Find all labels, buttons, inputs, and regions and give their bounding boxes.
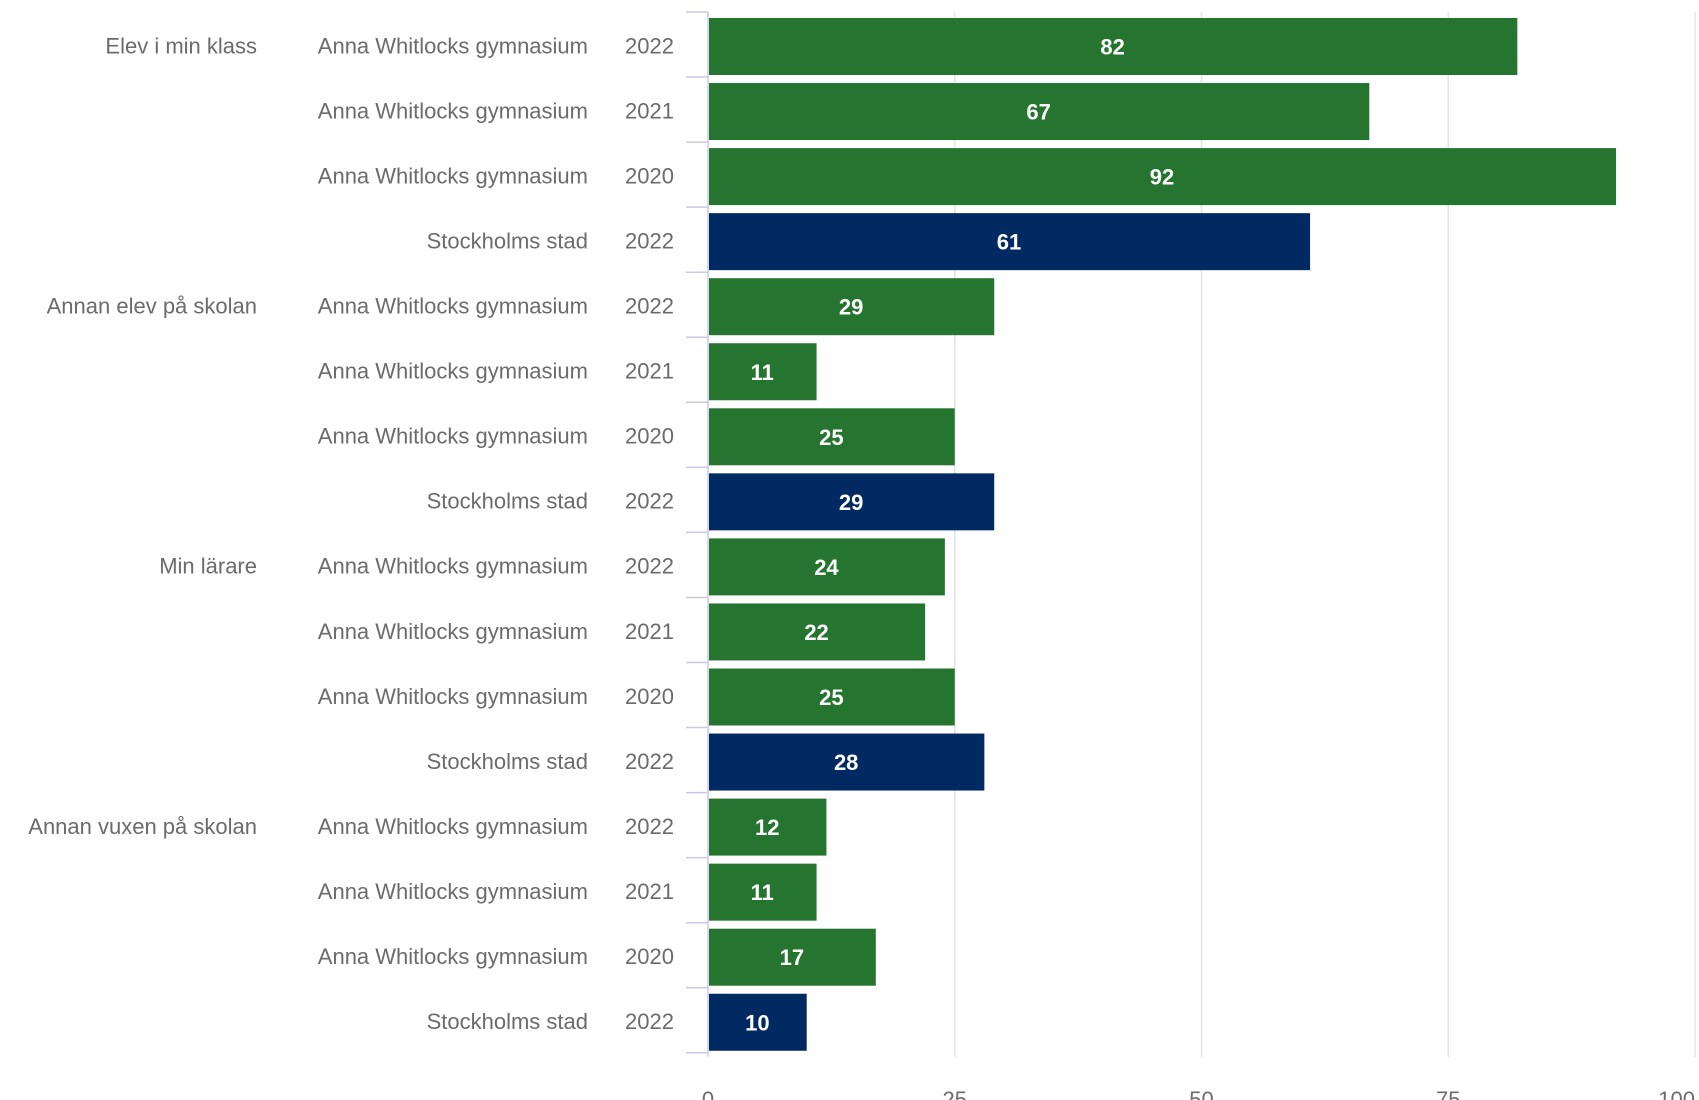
- entity-label: Anna Whitlocks gymnasium: [318, 294, 588, 319]
- entity-label: Anna Whitlocks gymnasium: [318, 619, 588, 644]
- bar-city: [709, 473, 995, 531]
- bar-school: [709, 343, 817, 401]
- year-label: 2020: [625, 163, 674, 188]
- bar-layer: [709, 18, 1617, 1051]
- bar-city: [709, 213, 1311, 271]
- bar-value-label: 25: [819, 685, 843, 710]
- category-label: Annan vuxen på skolan: [28, 814, 257, 839]
- category-label: Annan elev på skolan: [47, 294, 257, 319]
- bar-school: [709, 798, 827, 856]
- bar-value-label: 29: [839, 490, 863, 515]
- entity-label: Anna Whitlocks gymnasium: [318, 554, 588, 579]
- entity-label: Anna Whitlocks gymnasium: [318, 163, 588, 188]
- bar-value-label: 29: [839, 295, 863, 320]
- year-label: 2021: [625, 879, 674, 904]
- bar-value-label: 12: [755, 815, 779, 840]
- bar-value-label: 22: [804, 620, 828, 645]
- bar-value-label: 25: [819, 425, 843, 450]
- entity-label: Stockholms stad: [427, 228, 588, 253]
- entity-label: Anna Whitlocks gymnasium: [318, 944, 588, 969]
- bar-city: [709, 733, 985, 791]
- x-tick-label: 0: [702, 1087, 714, 1100]
- entity-label: Stockholms stad: [427, 749, 588, 774]
- year-label: 2021: [625, 619, 674, 644]
- bar-school: [709, 538, 945, 596]
- label-layer: 82 2022 Anna Whitlocks gymnasium Elev i min…: [28, 33, 1174, 1035]
- x-tick-label: 75: [1436, 1087, 1460, 1100]
- year-label: 2022: [625, 489, 674, 514]
- bar-value-label: 67: [1026, 100, 1050, 125]
- bar-school: [709, 83, 1370, 141]
- entity-label: Anna Whitlocks gymnasium: [318, 424, 588, 449]
- bar-school: [709, 668, 955, 726]
- year-label: 2022: [625, 1009, 674, 1034]
- year-label: 2022: [625, 814, 674, 839]
- year-label: 2022: [625, 228, 674, 253]
- bar-school: [709, 863, 817, 921]
- bar-school: [709, 148, 1617, 206]
- bar-value-label: 61: [997, 230, 1021, 255]
- x-tick-label: 50: [1189, 1087, 1213, 1100]
- category-label: Elev i min klass: [105, 33, 257, 58]
- category-label: Min lärare: [159, 554, 257, 579]
- year-label: 2020: [625, 424, 674, 449]
- bar-value-label: 11: [751, 360, 774, 385]
- bar-value-label: 17: [780, 945, 804, 970]
- bar-value-label: 92: [1150, 165, 1174, 190]
- bar-school: [709, 278, 995, 336]
- bar-school: [709, 408, 955, 466]
- x-tick-label: 25: [943, 1087, 967, 1100]
- entity-label: Anna Whitlocks gymnasium: [318, 98, 588, 123]
- entity-label: Anna Whitlocks gymnasium: [318, 879, 588, 904]
- bar-school: [709, 603, 926, 661]
- year-label: 2022: [625, 554, 674, 579]
- year-label: 2020: [625, 944, 674, 969]
- year-label: 2022: [625, 294, 674, 319]
- bar-school: [709, 18, 1518, 75]
- bar-value-label: 24: [814, 555, 839, 580]
- year-label: 2022: [625, 749, 674, 774]
- year-label: 2022: [625, 33, 674, 58]
- entity-label: Anna Whitlocks gymnasium: [318, 684, 588, 709]
- x-tick-label: 100: [1658, 1087, 1695, 1100]
- entity-label: Anna Whitlocks gymnasium: [318, 33, 588, 58]
- entity-label: Anna Whitlocks gymnasium: [318, 814, 588, 839]
- year-label: 2021: [625, 98, 674, 123]
- year-label: 2020: [625, 684, 674, 709]
- bar-school: [709, 928, 876, 986]
- entity-label: Stockholms stad: [427, 1009, 588, 1034]
- bar-value-label: 82: [1100, 35, 1124, 60]
- year-label: 2021: [625, 359, 674, 384]
- bar-value-label: 11: [751, 880, 774, 905]
- bar-city: [709, 993, 807, 1051]
- entity-label: Stockholms stad: [427, 489, 588, 514]
- entity-label: Anna Whitlocks gymnasium: [318, 359, 588, 384]
- tick-layer: 0 25 50 75 100: [702, 1087, 1695, 1100]
- bar-value-label: 28: [834, 750, 858, 775]
- bar-value-label: 10: [745, 1010, 769, 1035]
